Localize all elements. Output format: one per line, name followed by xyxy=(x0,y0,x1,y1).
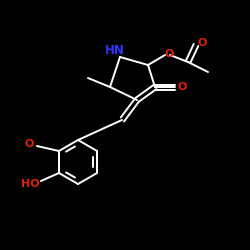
Text: HO: HO xyxy=(21,179,39,189)
Text: O: O xyxy=(177,82,187,92)
Text: HN: HN xyxy=(105,44,125,58)
Text: O: O xyxy=(197,38,207,48)
Text: O: O xyxy=(24,139,34,149)
Text: O: O xyxy=(164,49,174,59)
